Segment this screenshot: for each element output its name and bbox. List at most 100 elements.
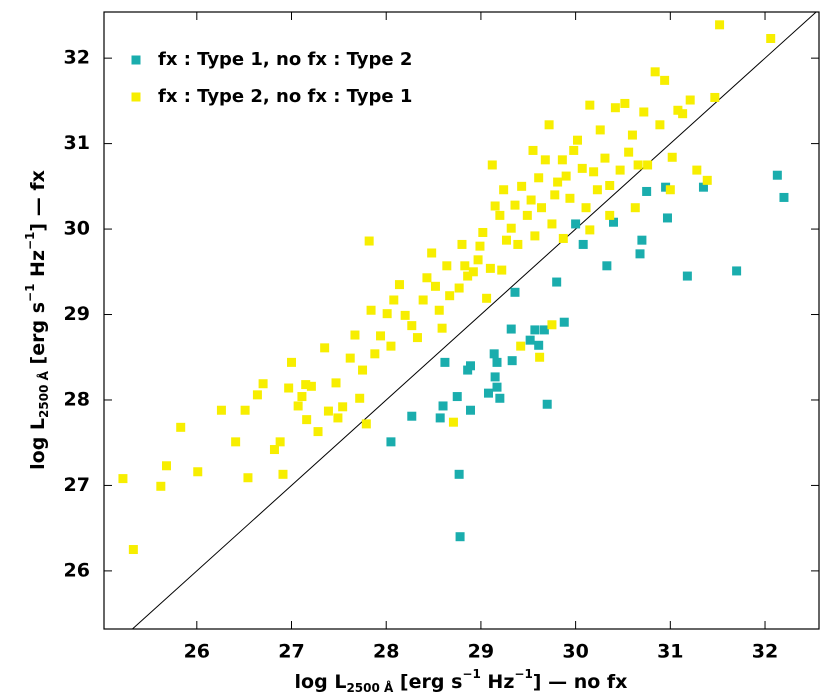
point (537, 203, 547, 213)
point (302, 415, 312, 425)
point (692, 165, 702, 175)
point (287, 357, 297, 367)
y-tick-label: 31 (64, 132, 90, 154)
point (412, 333, 422, 343)
point (487, 160, 497, 170)
axis-label-part: ] — no fx (533, 671, 628, 693)
point (517, 181, 527, 191)
point (176, 422, 186, 432)
legend-label: fx : Type 2, no fx : Type 1 (158, 86, 412, 107)
point (278, 469, 288, 479)
point (389, 295, 399, 305)
point (301, 380, 311, 390)
point (577, 163, 587, 173)
point (715, 20, 725, 30)
point (528, 145, 538, 155)
point (492, 382, 502, 392)
point (535, 352, 545, 362)
point (539, 325, 549, 335)
point (485, 263, 495, 273)
y-axis-label: log L2500 Å [erg s−1 Hz−1] — fx (23, 170, 51, 470)
point (240, 405, 250, 415)
point (779, 192, 789, 202)
point (313, 427, 323, 437)
point (358, 365, 368, 375)
one-to-one-line (132, 12, 817, 629)
point (475, 241, 485, 251)
point (418, 295, 428, 305)
point (216, 405, 226, 415)
point (478, 227, 488, 237)
point (400, 310, 410, 320)
point (297, 392, 307, 402)
point (600, 153, 610, 163)
x-axis-label: log L2500 Å [erg s−1 Hz−1] — no fx (295, 667, 628, 695)
point (434, 305, 444, 315)
point (620, 98, 630, 108)
legend-marker (131, 92, 141, 102)
point (624, 147, 634, 157)
point (547, 320, 557, 330)
point (460, 261, 470, 271)
point (407, 411, 417, 421)
x-tick-label: 29 (468, 641, 494, 663)
x-tick-label: 27 (278, 641, 304, 663)
point (595, 125, 605, 135)
point (635, 249, 645, 259)
point (323, 406, 333, 416)
point (156, 481, 166, 491)
point (627, 130, 637, 140)
y-tick-label: 28 (64, 388, 90, 410)
point (452, 392, 462, 402)
point (370, 349, 380, 359)
point (482, 293, 492, 303)
point (698, 182, 708, 192)
point (639, 107, 649, 117)
point (448, 417, 458, 427)
point (605, 180, 615, 190)
point (667, 152, 677, 162)
point (660, 75, 670, 85)
point (602, 261, 612, 271)
point (497, 265, 507, 275)
point (252, 390, 262, 400)
y-tick-label: 27 (64, 474, 90, 496)
legend-marker (131, 55, 141, 65)
point (258, 379, 268, 389)
point (510, 200, 520, 210)
axis-label-part: log L (295, 671, 347, 693)
point (702, 175, 712, 185)
point (559, 317, 569, 327)
point (522, 210, 532, 220)
point (331, 378, 341, 388)
point (454, 283, 464, 293)
x-tick-label: 31 (657, 641, 683, 663)
point (772, 170, 782, 180)
point (386, 341, 396, 351)
point (193, 467, 203, 477)
point (766, 33, 776, 43)
point (506, 324, 516, 334)
point (407, 321, 417, 331)
point (585, 225, 595, 235)
point (499, 185, 509, 195)
point (465, 361, 475, 371)
point (468, 267, 478, 277)
point (320, 343, 330, 353)
point (525, 335, 535, 345)
point (338, 402, 348, 412)
point (501, 235, 511, 245)
axis-label-part: [erg s (393, 671, 462, 693)
point (118, 474, 128, 484)
axis-label-part: Hz (481, 671, 515, 693)
axis-label-part: log L (27, 418, 49, 470)
point (490, 201, 500, 211)
point (542, 399, 552, 409)
point (506, 223, 516, 233)
point (637, 235, 647, 245)
axis-label-part: −1 (514, 667, 532, 681)
point (483, 388, 493, 398)
point (589, 167, 599, 177)
point (552, 277, 562, 287)
